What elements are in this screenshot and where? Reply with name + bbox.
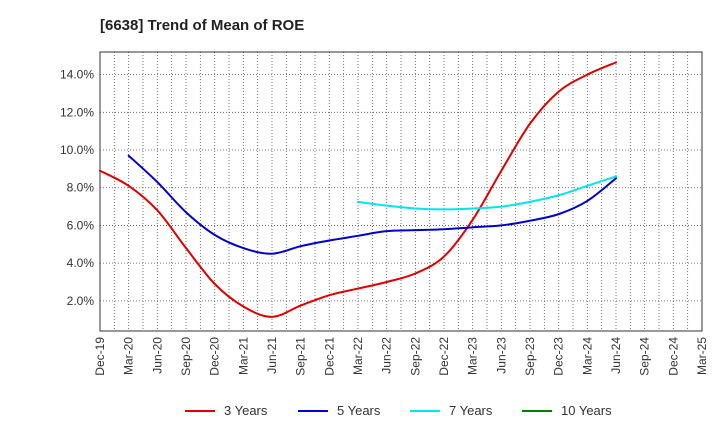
x-tick-label: Mar-25: [695, 337, 709, 375]
y-tick-label: 14.0%: [60, 68, 94, 82]
legend-label-7-years: 7 Years: [449, 403, 493, 418]
legend-label-10-years: 10 Years: [561, 403, 612, 418]
x-tick-label: Mar-20: [122, 337, 136, 375]
x-tick-label: Mar-24: [580, 337, 594, 375]
y-tick-label: 10.0%: [60, 143, 94, 157]
series-line-5-years: [127, 154, 617, 255]
legend-label-5-years: 5 Years: [337, 403, 381, 418]
x-tick-label: Jun-24: [609, 337, 623, 374]
x-tick-label: Mar-22: [351, 337, 365, 375]
y-tick-label: 12.0%: [60, 105, 94, 119]
x-tick-label: Sep-23: [523, 337, 537, 376]
x-tick-label: Sep-21: [294, 337, 308, 376]
x-tick-label: Jun-23: [494, 337, 508, 374]
x-tick-label: Mar-23: [466, 337, 480, 375]
x-tick-label: Sep-24: [638, 337, 652, 376]
x-tick-label: Dec-19: [93, 337, 107, 376]
x-tick-label: Sep-20: [179, 337, 193, 376]
series-line-7-years: [357, 175, 617, 211]
chart-title: [6638] Trend of Mean of ROE: [100, 17, 304, 34]
x-tick-label: Mar-21: [236, 337, 250, 375]
x-tick-label: Dec-24: [666, 337, 680, 376]
plot-frame: [99, 51, 703, 332]
x-tick-label: Jun-22: [380, 337, 394, 374]
x-tick-label: Dec-20: [208, 337, 222, 376]
series-line-3-years: [99, 61, 617, 318]
x-tick-label: Dec-23: [552, 337, 566, 376]
legend-label-3-years: 3 Years: [224, 403, 268, 418]
x-tick-label: Dec-21: [322, 337, 336, 376]
y-tick-label: 4.0%: [67, 256, 95, 270]
x-tick-label: Sep-22: [408, 337, 422, 376]
x-tick-label: Dec-22: [437, 337, 451, 376]
y-tick-label: 6.0%: [67, 218, 95, 232]
legend: 3 Years 5 Years 7 Years 10 Years: [185, 403, 612, 418]
plot-area: 2.0% 4.0% 6.0% 8.0% 10.0% 12.0% 14.0% Dec-19 Mar…: [60, 51, 709, 376]
y-tick-label: 2.0%: [67, 294, 95, 308]
x-tick-label: Jun-20: [150, 337, 164, 374]
x-tick-label: Jun-21: [265, 337, 279, 374]
y-tick-label: 8.0%: [67, 181, 95, 195]
